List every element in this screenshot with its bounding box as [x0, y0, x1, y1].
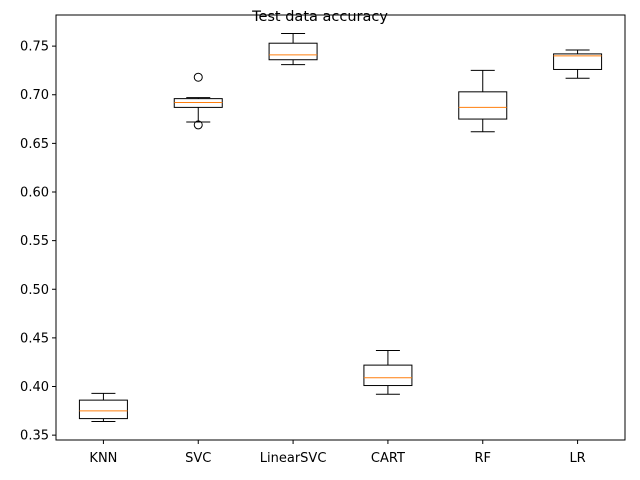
y-tick-label: 0.40	[20, 380, 49, 395]
y-tick-label: 0.45	[20, 331, 49, 346]
box-iqr	[458, 91, 508, 120]
y-tick-label: 0.50	[20, 283, 49, 298]
box-plot-marks	[78, 32, 603, 423]
box-plot-knn	[78, 392, 128, 423]
box-iqr	[268, 42, 318, 61]
outlier-point	[193, 120, 203, 130]
outlier-point	[193, 72, 203, 82]
y-tick-label: 0.35	[20, 429, 49, 444]
box-plot-cart	[363, 350, 413, 395]
box-iqr	[78, 399, 128, 420]
box-iqr	[553, 53, 603, 70]
x-tick-label: LR	[569, 451, 585, 466]
box-plot-lr	[553, 49, 603, 79]
y-tick-label: 0.55	[20, 234, 49, 249]
y-tick-label: 0.75	[20, 40, 49, 55]
x-tick-label: RF	[474, 451, 491, 466]
x-axis: KNN SVC LinearSVC CART RF LR	[89, 440, 586, 466]
chart-title: Test data accuracy	[251, 9, 388, 25]
box-plot-linearsvc	[268, 32, 318, 66]
axes-frame	[55, 14, 626, 441]
y-tick-label: 0.70	[20, 88, 49, 103]
box-plot-svc	[173, 72, 223, 130]
x-tick-label: LinearSVC	[260, 451, 327, 466]
y-axis: 0.35 0.40 0.45 0.50 0.55 0.60 0.65 0.70 0.75	[20, 40, 56, 444]
x-tick-label: CART	[371, 451, 405, 466]
x-tick-label: SVC	[185, 451, 211, 466]
y-tick-label: 0.60	[20, 186, 49, 201]
box-plot-rf	[458, 69, 508, 133]
box-iqr	[363, 364, 413, 387]
y-tick-label: 0.65	[20, 137, 49, 152]
x-tick-label: KNN	[89, 451, 117, 466]
